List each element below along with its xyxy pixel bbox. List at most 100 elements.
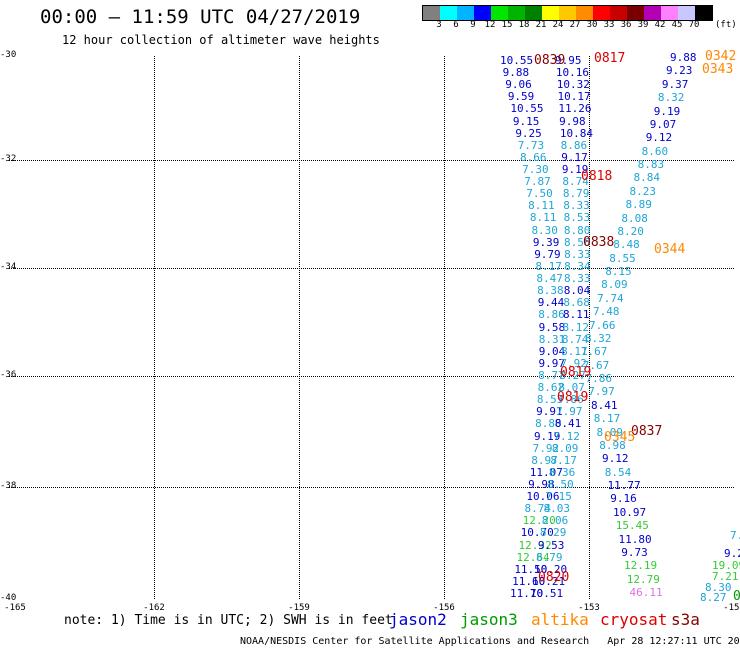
color-scale-label: 3 (436, 20, 442, 30)
wave-height-value: 7.87 (524, 175, 551, 189)
wave-height-value: 12.32 (518, 538, 552, 552)
pass-time-label: 0344 (654, 242, 686, 257)
pass-time-label: 0839 (534, 53, 566, 68)
wave-height-value: 9.53 (537, 538, 565, 552)
wave-height-value: 8.48 (613, 238, 640, 252)
wave-height-value: 10.17 (557, 90, 591, 104)
wave-height-value: 8.27 (559, 368, 586, 382)
wave-height-value: 9.37 (661, 77, 689, 91)
color-swatch (474, 6, 491, 20)
wave-height-value: 10.32 (556, 78, 590, 92)
wave-height-value: 11.50 (514, 562, 548, 576)
color-swatch (661, 6, 678, 20)
color-scale-label: 15 (501, 20, 513, 30)
wave-height-value: 9.17 (561, 150, 588, 164)
wave-height-value: 10.97 (613, 505, 647, 519)
color-scale-label: 45 (671, 20, 683, 30)
wave-height-value: 9.2 (724, 547, 740, 560)
gridline-latitude (9, 376, 734, 377)
latitude-tick-label: -36 (0, 370, 17, 380)
wave-height-value: 9.98 (559, 114, 586, 128)
wave-height-value: 11.80 (618, 532, 652, 546)
longitude-tick-label: -156 (433, 603, 455, 613)
pass-time-label: 0837 (631, 424, 663, 439)
wave-height-value: 11.26 (558, 102, 592, 116)
wave-height-value: 8.17 (550, 453, 577, 467)
wave-height-value: 8.47 (536, 272, 563, 286)
wave-height-value: 8.03 (543, 502, 571, 516)
longitude-tick-label: -159 (288, 603, 310, 613)
page-title: 00:00 — 11:59 UTC 04/27/2019 (40, 6, 361, 28)
pass-time-label: 0819 (557, 390, 589, 405)
wave-height-value: 7.66 (589, 318, 616, 332)
latitude-tick-label: -32 (0, 154, 17, 164)
wave-height-value: 9.88 (502, 66, 530, 80)
wave-height-value: 9.12 (602, 452, 629, 466)
wave-height-value: 8.68 (563, 296, 590, 310)
wave-height-value: 8.15 (605, 265, 632, 278)
wave-height-value: 9.06 (505, 78, 532, 92)
wave-height-value: 7.86 (557, 393, 584, 407)
color-scale-label: 6 (453, 20, 459, 30)
wave-height-value: 10.84 (559, 126, 594, 140)
wave-height-value: 8.17 (593, 412, 621, 426)
color-scale-unit: (ft) (715, 20, 737, 30)
wave-height-value: 7.97 (556, 405, 583, 419)
wave-height-value: 8.60 (641, 144, 669, 158)
color-scale-label: 24 (552, 20, 564, 30)
wave-height-value: 8.66 (519, 150, 547, 164)
pass-time-label: 0819 (560, 365, 592, 380)
wave-height-value: 9.16 (610, 492, 637, 506)
wave-height-value: 9.59 (507, 90, 535, 104)
wave-height-value: 9.88 (670, 51, 697, 64)
wave-height-value: 8.29 (539, 526, 567, 540)
wave-height-value: 8.55 (609, 251, 636, 265)
wave-height-value: 8.11 (529, 211, 557, 225)
wave-height-value: 7.21 (712, 570, 739, 583)
note-text: note: 1) Time is in UTC; 2) SWH is in fe… (64, 613, 393, 628)
wave-height-value: 7.74 (597, 291, 624, 305)
wave-height-value: 8.30 (531, 223, 558, 237)
wave-height-value: 7.30 (522, 163, 549, 177)
color-swatch (508, 6, 525, 20)
pass-time-label: 0 (733, 589, 740, 604)
wave-height-value: 8.55 (536, 393, 564, 407)
latitude-tick-label: -34 (0, 262, 17, 272)
wave-height-value: 7.86 (585, 372, 613, 385)
wave-height-value: 9.12 (645, 131, 673, 145)
gridline-latitude (9, 160, 734, 161)
footer-credit: NOAA/NESDIS Center for Satellite Applica… (240, 636, 740, 647)
color-swatch (559, 6, 576, 20)
wave-height-value: 8.74 (562, 175, 589, 189)
wave-height-value: 9.19 (653, 104, 681, 118)
latitude-tick-label: -38 (0, 481, 17, 491)
pass-time-label: 0820 (538, 570, 570, 585)
wave-height-value: 8.07 (558, 381, 585, 395)
wave-height-value: 12.19 (624, 559, 658, 573)
pass-time-label: 0838 (583, 235, 615, 250)
wave-height-value: 9.44 (537, 296, 565, 310)
wave-height-value: 8.32 (584, 331, 612, 345)
color-swatch (678, 6, 695, 20)
wave-height-value: 9.73 (621, 545, 648, 559)
wave-height-value: 8.33 (563, 272, 591, 286)
wave-height-value: 7.97 (588, 385, 615, 399)
color-scale-label: 27 (569, 20, 581, 30)
wave-height-value: 7.50 (526, 187, 553, 201)
wave-height-value: 12.79 (626, 572, 660, 586)
wave-height-value: 7.48 (593, 305, 620, 319)
wave-height-value: 9.97 (538, 356, 566, 370)
wave-height-value: 8.74 (524, 502, 552, 516)
wave-height-value: 9.19 (533, 429, 561, 443)
wave-height-value: 8.32 (657, 91, 685, 105)
color-swatch (627, 6, 644, 20)
longitude-tick-label: -150 (723, 603, 740, 613)
wave-height-value: 9.79 (534, 247, 561, 261)
wave-height-value: 8.17 (535, 259, 562, 273)
wave-height-value: 8.30 (705, 581, 732, 594)
color-scale-label: 9 (470, 20, 476, 30)
wave-height-value: 8.09 (596, 425, 624, 439)
wave-height-value: 9.91 (536, 405, 563, 419)
wave-height-value: 8.84 (633, 171, 661, 185)
wave-height-value: 8.79 (535, 550, 563, 564)
